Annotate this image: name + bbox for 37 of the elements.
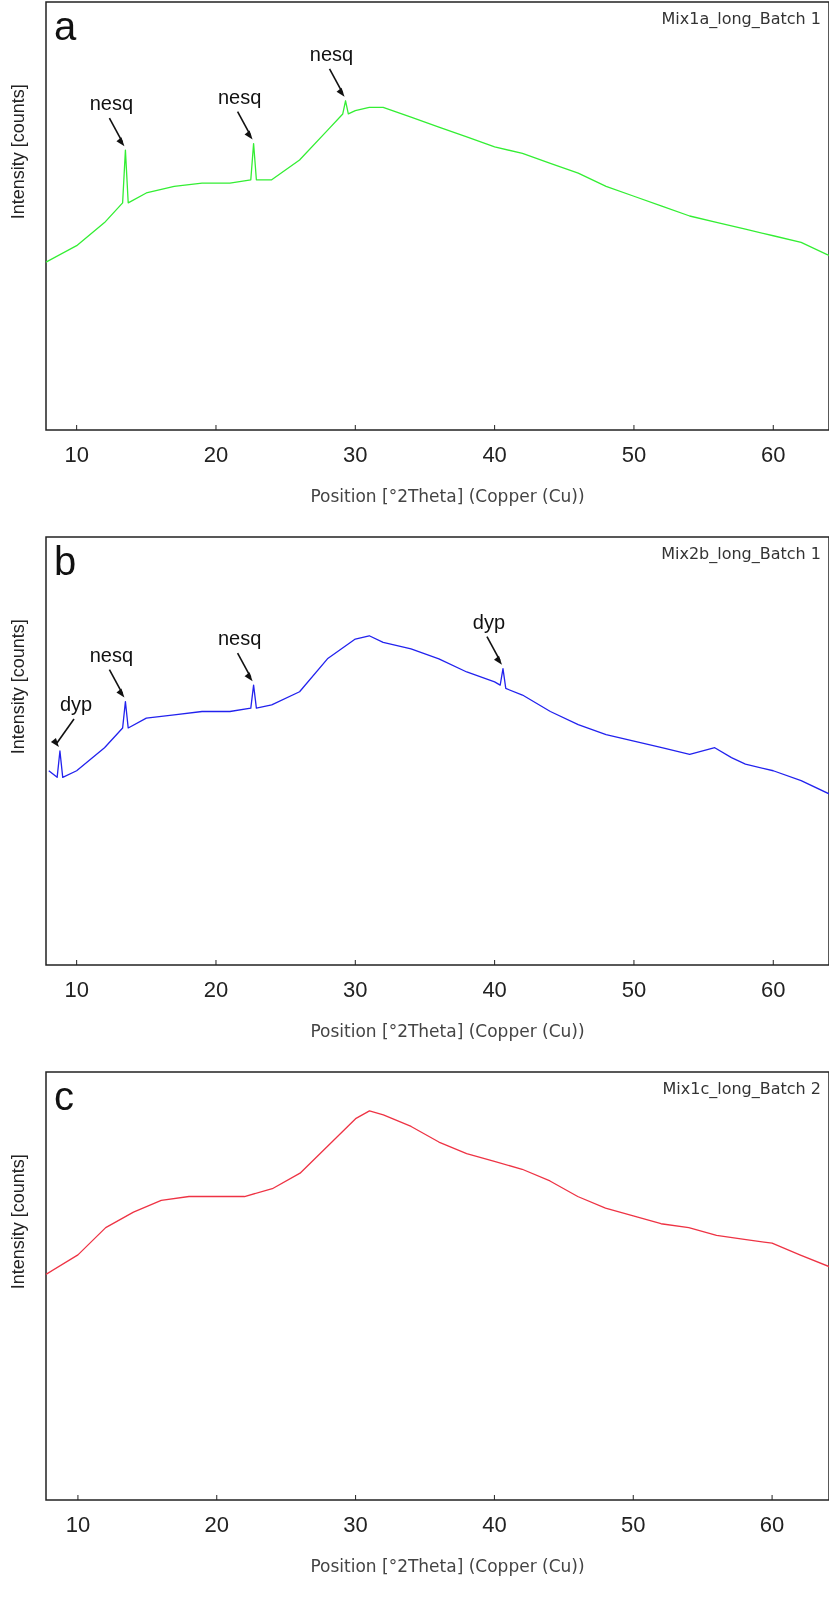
chart-title: Mix1c_long_Batch 2	[662, 1079, 821, 1099]
chart-title: Mix2b_long_Batch 1	[661, 544, 821, 564]
chart-subtitle: a	[54, 4, 77, 48]
y-axis-title: Intensity [counts]	[8, 619, 28, 755]
x-tick-label: 60	[759, 1512, 785, 1537]
chart-subtitle: c	[54, 1074, 74, 1118]
x-tick-label: 50	[621, 977, 647, 1002]
x-tick-label: 30	[343, 977, 368, 1002]
x-tick-label: 60	[761, 977, 786, 1002]
x-tick-label: 60	[761, 442, 786, 467]
annotation: nesq	[309, 42, 354, 65]
x-tick-label: 10	[65, 1512, 91, 1537]
x-tick-label: 20	[204, 1512, 229, 1537]
annotation: nesq	[217, 627, 262, 650]
x-tick-label: 10	[64, 977, 89, 1002]
annotation: nesq	[89, 92, 134, 115]
x-axis-title: Position [°2Theta] (Copper (Cu))	[310, 1021, 585, 1041]
annotation: dyp	[472, 610, 506, 633]
x-tick-label: 20	[203, 442, 229, 467]
x-tick-label: 40	[482, 442, 507, 467]
annotation: nesq	[217, 85, 262, 108]
x-tick-label: 50	[621, 1512, 646, 1537]
chart-title: Mix1a_long_Batch 1	[661, 9, 821, 29]
y-axis-title: Intensity [counts]	[8, 1154, 28, 1290]
x-tick-label: 30	[343, 442, 368, 467]
chart-subtitle: b	[54, 539, 77, 583]
x-axis-title: Position [°2Theta] (Copper (Cu))	[310, 486, 585, 506]
x-tick-label: 40	[482, 977, 507, 1002]
x-tick-label: 30	[343, 1512, 368, 1537]
x-tick-label: 40	[482, 1512, 507, 1537]
y-axis-title: Intensity [counts]	[8, 84, 28, 220]
x-tick-label: 20	[203, 977, 229, 1002]
annotation: nesq	[89, 643, 134, 666]
x-tick-label: 10	[64, 442, 89, 467]
x-tick-label: 50	[621, 442, 647, 467]
x-axis-title: Position [°2Theta] (Copper (Cu))	[310, 1556, 585, 1576]
annotation: dyp	[59, 693, 93, 715]
